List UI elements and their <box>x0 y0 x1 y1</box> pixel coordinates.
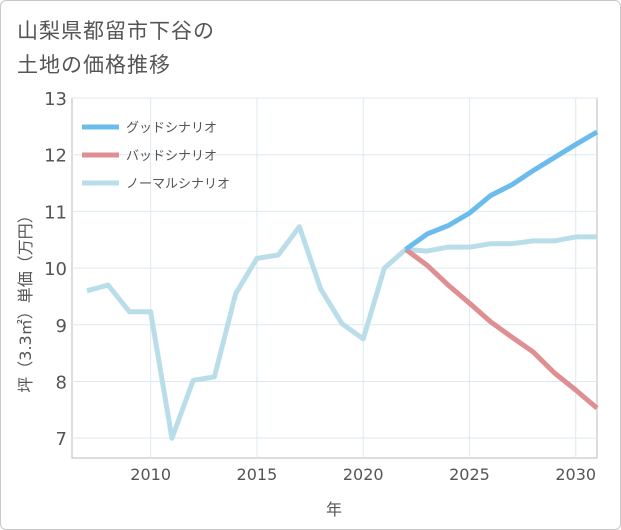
y-tick-label: 12 <box>44 146 67 167</box>
plot-area <box>71 97 598 459</box>
chart-title-line1: 山梨県都留市下谷の <box>17 19 215 43</box>
series-lines <box>86 129 599 441</box>
y-axis-label: 坪（3.3㎡）単価（万円） <box>16 207 35 392</box>
legend-label: グッドシナリオ <box>126 121 217 136</box>
series-line-2 <box>404 247 599 411</box>
y-tick-label: 11 <box>44 202 67 223</box>
y-tick-labels: 7 8 9 10 11 12 13 <box>44 89 67 450</box>
series-line-3 <box>86 224 597 441</box>
x-tick-label: 2030 <box>555 465 596 484</box>
x-tick-label: 2015 <box>237 465 278 484</box>
x-tick-label: 2010 <box>130 465 171 484</box>
series-line-1 <box>404 129 599 252</box>
y-tick-label: 10 <box>44 259 67 280</box>
y-tick-label: 9 <box>56 316 67 337</box>
x-tick-labels: 2010 2015 2020 2025 2030 <box>130 465 596 484</box>
chart-title: 山梨県都留市下谷の 土地の価格推移 <box>17 14 215 82</box>
x-tick-label: 2020 <box>343 465 384 484</box>
grid-lines <box>72 97 597 458</box>
legend-label: ノーマルシナリオ <box>126 177 230 192</box>
y-tick-label: 13 <box>44 89 67 110</box>
x-tick-label: 2025 <box>449 465 490 484</box>
x-axis-label: 年 <box>326 500 342 519</box>
chart-title-line2: 土地の価格推移 <box>17 53 171 77</box>
y-tick-label: 7 <box>56 429 67 450</box>
legend-label: バッドシナリオ <box>126 149 217 164</box>
y-tick-label: 8 <box>56 372 67 393</box>
